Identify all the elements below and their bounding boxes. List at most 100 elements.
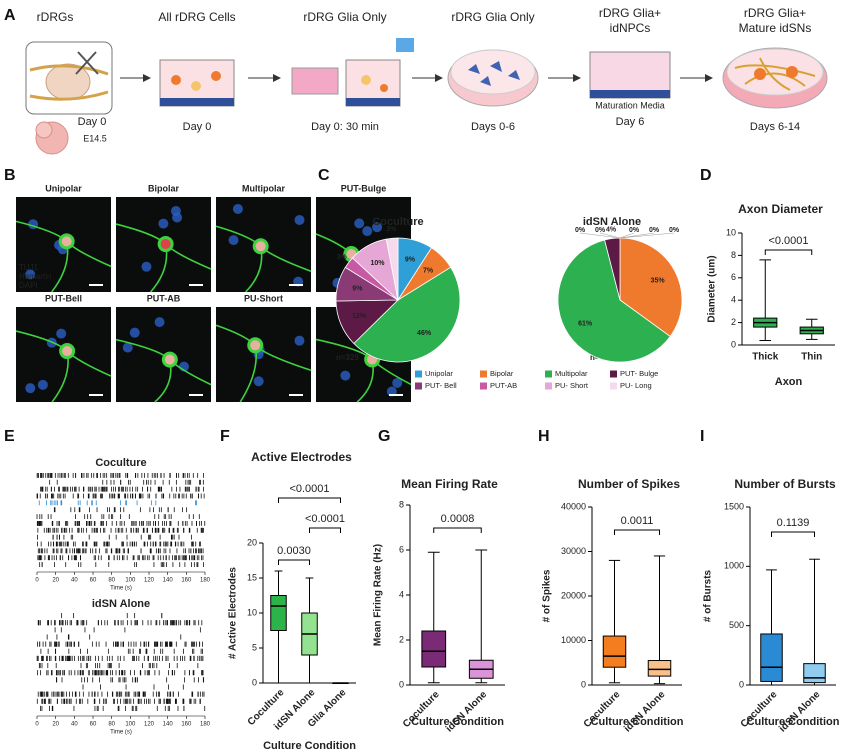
slice-label: 3% (336, 254, 347, 261)
step-title: rDRGs (37, 10, 74, 24)
nucleus (129, 327, 140, 338)
legend-swatch (610, 382, 617, 390)
legend-swatch (415, 370, 422, 378)
legend-label: Bipolar (490, 369, 514, 378)
x-axis-label: Culture Condition (747, 716, 840, 728)
y-tick-label: 15 (247, 572, 257, 582)
slice-label: 10% (370, 260, 385, 267)
y-tick-label: 10000 (561, 635, 586, 645)
legend-swatch (545, 370, 552, 378)
p-value: <0.0001 (289, 483, 329, 495)
nucleus (354, 218, 365, 229)
x-tick-label: 140 (163, 722, 174, 728)
x-axis-label: Culture Condition (263, 740, 356, 752)
image-label: PUT-Bulge (341, 183, 387, 193)
box (421, 630, 447, 668)
soma-core (250, 340, 261, 351)
pie-slice (385, 237, 399, 301)
image-label: PUT-Bell (45, 293, 82, 303)
step-title: idNPCs (610, 21, 651, 35)
x-axis-label: Axon (775, 376, 803, 388)
nucleus (56, 328, 67, 339)
sig-bracket (309, 527, 341, 533)
y-tick-label: 2 (731, 317, 736, 327)
legend-label: PU- Short (555, 381, 589, 390)
x-axis-label: Culture Condition (591, 716, 684, 728)
x-tick-label: 60 (90, 578, 97, 584)
slice-label: 46% (417, 330, 432, 337)
pie-title: Coculture (372, 216, 423, 228)
step-title: Mature idSNs (739, 21, 812, 35)
leader-line (599, 232, 621, 239)
panel-label: D (700, 167, 712, 184)
pie-slice (619, 237, 683, 338)
y-tick-label: 500 (729, 620, 744, 630)
legend-swatch (610, 370, 617, 378)
slice-label: 0% (629, 227, 640, 234)
soma-core (164, 354, 175, 365)
step-title: rDRG Glia Only (303, 10, 386, 24)
nucleus (122, 342, 133, 353)
x-tick-label: 180 (200, 722, 211, 728)
nucleus (154, 317, 165, 328)
image-label: Bipolar (148, 183, 180, 193)
sig-bracket (614, 529, 660, 535)
panel-label: F (220, 428, 230, 445)
soma-core (255, 241, 266, 252)
y-axis-label: Mean Firing Rate (Hz) (373, 544, 384, 646)
x-tick-label: 120 (144, 722, 155, 728)
sig-bracket (764, 249, 813, 255)
legend-label: Multipolar (555, 369, 588, 378)
x-tick-label: 100 (125, 722, 136, 728)
image-label: Unipolar (45, 183, 82, 193)
x-tick-label: 40 (71, 722, 78, 728)
y-tick-label: 0 (581, 679, 586, 689)
step-title: rDRG Glia Only (451, 10, 534, 24)
leader-line (619, 232, 675, 239)
x-tick-label: 180 (200, 578, 211, 584)
sig-bracket (771, 531, 815, 537)
nucleus (25, 383, 36, 394)
nucleus (294, 335, 305, 346)
pie-slice (353, 266, 461, 363)
y-tick-label: 0 (731, 339, 736, 349)
leader-line (619, 232, 655, 239)
x-tick-label: 100 (125, 578, 136, 584)
nucleus (392, 377, 403, 388)
step-title: rDRG Glia+ (599, 6, 661, 20)
x-tick-label: 140 (163, 578, 174, 584)
nucleus (362, 226, 373, 237)
slice-label: 9% (352, 286, 363, 293)
raster-title: idSN Alone (92, 598, 150, 610)
x-tick-label: 60 (90, 722, 97, 728)
stain-label: DAPI (19, 281, 38, 290)
y-tick-label: 4 (731, 295, 736, 305)
legend-swatch (415, 382, 422, 390)
y-tick-label: 4 (399, 589, 404, 599)
stain-label: TUJ1 (19, 263, 39, 272)
step-title: rDRG Glia+ (744, 6, 806, 20)
image-label: PU-Short (244, 293, 283, 303)
p-value: <0.0001 (305, 513, 345, 525)
legend-swatch (480, 370, 487, 378)
x-axis-label: Time (s) (110, 586, 132, 592)
raster-title: Coculture (95, 457, 146, 469)
y-axis-label: # of Bursts (703, 569, 714, 622)
box (647, 660, 672, 677)
slice-label: 12% (352, 313, 367, 320)
x-tick-label: 20 (52, 578, 59, 584)
y-tick-label: 20 (247, 537, 257, 547)
y-tick-label: 8 (399, 499, 404, 509)
y-tick-label: 6 (731, 272, 736, 282)
legend-label: PUT- Bulge (620, 369, 658, 378)
slice-label: 0% (595, 227, 606, 234)
y-axis-label: Diameter (um) (707, 255, 718, 322)
chart-title: Axon Diameter (738, 202, 823, 216)
x-tick-label: 80 (108, 578, 115, 584)
x-tick-label: 160 (181, 722, 192, 728)
y-tick-label: 1500 (724, 501, 744, 511)
nucleus (340, 370, 351, 381)
x-tick-label: 80 (108, 722, 115, 728)
nucleus (172, 212, 183, 223)
